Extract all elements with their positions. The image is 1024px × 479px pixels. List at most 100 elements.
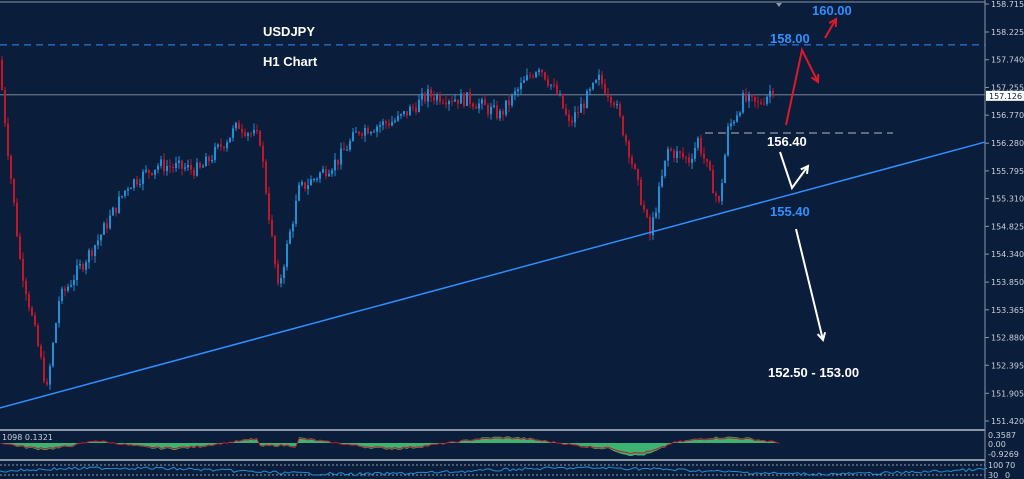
candle	[655, 207, 657, 220]
candle	[526, 68, 528, 81]
bounce-scenario-arrow	[779, 151, 809, 191]
candle	[577, 106, 579, 118]
candle	[757, 96, 759, 109]
candle	[496, 100, 498, 121]
candle	[745, 88, 747, 104]
candle	[736, 111, 738, 123]
candle	[322, 165, 324, 174]
candle	[355, 126, 357, 133]
candle	[274, 234, 276, 269]
candle	[40, 343, 42, 360]
candle	[565, 103, 567, 116]
candle	[391, 115, 393, 127]
candle	[16, 198, 18, 238]
candle	[427, 84, 429, 108]
current-price-badge	[986, 90, 1024, 101]
candle	[667, 146, 669, 167]
candle	[61, 286, 63, 305]
candle	[373, 129, 375, 133]
candle	[220, 138, 222, 151]
candle	[298, 181, 300, 202]
candle	[700, 134, 702, 157]
candle	[166, 159, 168, 176]
candle	[187, 159, 189, 171]
candle	[244, 128, 246, 138]
candle	[583, 99, 585, 115]
candle	[499, 108, 501, 121]
trendline[interactable]	[0, 141, 986, 409]
y-tick-label: 157.255	[991, 83, 1024, 92]
candle	[721, 178, 723, 206]
candle	[706, 158, 708, 168]
candle	[31, 305, 33, 317]
candle	[109, 209, 111, 230]
candle	[295, 194, 297, 227]
candle	[676, 145, 678, 164]
candle	[190, 158, 192, 175]
candle	[334, 153, 336, 177]
y-tick-label: 151.905	[991, 389, 1024, 398]
candle	[448, 99, 450, 111]
candle	[178, 156, 180, 169]
candle	[580, 97, 582, 113]
candle	[712, 164, 714, 194]
y-tick-label: 152.395	[991, 361, 1024, 370]
candle	[268, 186, 270, 225]
oscillator-tick: 0.3587	[988, 431, 1016, 440]
candle	[34, 312, 36, 327]
candle	[292, 221, 294, 238]
candle	[727, 122, 729, 157]
candle	[358, 130, 360, 136]
candle	[538, 67, 540, 76]
candle	[532, 73, 534, 79]
candle	[79, 259, 81, 270]
y-tick-label: 154.825	[991, 222, 1024, 231]
candle	[25, 277, 27, 301]
candle	[139, 178, 141, 188]
candle	[175, 156, 177, 172]
candle	[283, 264, 285, 284]
candle	[463, 92, 465, 108]
y-tick-label: 154.340	[991, 250, 1024, 259]
candle	[454, 93, 456, 103]
candle	[625, 133, 627, 146]
candle	[400, 113, 402, 119]
candle	[616, 100, 618, 109]
y-tick-label: 158.715	[991, 0, 1024, 9]
candle	[733, 120, 735, 126]
shift-marker-icon	[776, 3, 782, 7]
candle	[766, 95, 768, 107]
candle	[346, 145, 348, 151]
candle	[262, 141, 264, 169]
level-155-40-label: 155.40	[770, 204, 810, 219]
candle	[58, 296, 60, 328]
candle	[130, 186, 132, 190]
candle	[505, 100, 507, 117]
candle	[37, 323, 39, 348]
candle	[697, 136, 699, 151]
candle	[397, 110, 399, 122]
y-tick-label: 155.310	[991, 195, 1024, 204]
candle	[124, 190, 126, 199]
candle	[28, 291, 30, 312]
candle	[73, 274, 75, 291]
oscillator-tick: -0.9269	[988, 450, 1019, 459]
candle	[403, 110, 405, 117]
candle	[763, 97, 765, 106]
candle	[304, 181, 306, 192]
candle	[466, 92, 468, 107]
candle	[382, 118, 384, 131]
candle	[421, 87, 423, 107]
candle	[493, 99, 495, 109]
oscillator-label: 1098 0.1321	[2, 433, 53, 442]
candle	[436, 92, 438, 105]
candle	[247, 131, 249, 141]
y-tick-label: 155.795	[991, 167, 1024, 176]
candle	[103, 221, 105, 235]
candle	[337, 159, 339, 171]
lower-indicator-tick: 0	[1005, 471, 1010, 479]
candle	[520, 77, 522, 95]
candle	[289, 228, 291, 245]
oscillator-signal-line	[1, 437, 780, 454]
